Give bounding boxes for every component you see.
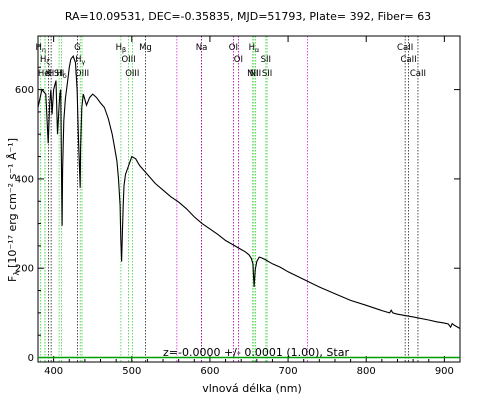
line-label-15: OI xyxy=(229,43,238,53)
line-label-16: OI xyxy=(234,55,243,65)
line-label-text-14: Na xyxy=(196,43,208,53)
line-label-text-0: H xyxy=(35,43,41,53)
line-label-sub-10: β xyxy=(122,46,126,54)
y-tick-label-2: 400 xyxy=(15,174,34,185)
y-label-units: [10⁻¹⁷ erg cm⁻² s⁻¹ Å⁻¹] xyxy=(6,138,19,268)
series-layer xyxy=(37,54,461,359)
line-label-text-9: OIII xyxy=(75,69,89,79)
line-label-sub-0: η xyxy=(42,46,46,54)
line-label-text-16: OI xyxy=(234,55,243,65)
line-markers xyxy=(40,36,419,362)
y-label-lambda: λ xyxy=(12,271,21,276)
line-label-text-22: CaII xyxy=(397,43,413,53)
line-label-23: CaII xyxy=(400,55,416,65)
x-tick-label-3: 700 xyxy=(279,366,298,377)
y-tick-label-0: 0 xyxy=(28,353,34,364)
svg-text:Fλ[10⁻¹⁷ erg cm⁻² s⁻¹ Å⁻¹]: Fλ [10⁻¹⁷ erg cm⁻² s⁻¹ Å⁻¹] xyxy=(6,138,21,282)
line-label-17: NII xyxy=(247,69,258,79)
line-label-text-18: H xyxy=(249,43,255,53)
line-label-sub-8: γ xyxy=(81,58,85,66)
line-label-text-19: NII xyxy=(250,69,261,79)
x-axis-label: vlnová délka (nm) xyxy=(202,382,302,395)
line-label-7: G xyxy=(74,43,81,53)
line-label-6: Hδ xyxy=(56,69,66,80)
line-label-10: Hβ xyxy=(116,43,127,54)
line-label-text-12: OIII xyxy=(125,69,139,79)
line-label-24: CaII xyxy=(410,69,426,79)
line-label-1: Hζ xyxy=(40,55,50,66)
line-label-3: H xyxy=(48,69,54,79)
line-label-22: CaII xyxy=(397,43,413,53)
x-tick-label-4: 800 xyxy=(357,366,376,377)
series-line-0 xyxy=(37,54,461,329)
x-tick-label-0: 400 xyxy=(44,366,63,377)
line-label-18: Hα xyxy=(249,43,260,54)
chart-title: RA=10.09531, DEC=-0.35835, MJD=51793, Pl… xyxy=(65,10,431,23)
line-label-20: SII xyxy=(261,55,271,65)
line-label-0: Hη xyxy=(35,43,46,54)
line-label-13: Mg xyxy=(139,43,152,53)
line-label-text-2: K xyxy=(46,69,52,79)
line-label-text-8: H xyxy=(75,55,81,65)
y-label-flux: F xyxy=(6,276,19,282)
redshift-annotation: z=-0.0000 +/- 0.0001 (1.00), Star xyxy=(163,346,349,359)
line-label-text-11: OIII xyxy=(121,55,135,65)
line-label-21: SII xyxy=(262,69,272,79)
line-label-text-24: CaII xyxy=(410,69,426,79)
y-tick-label-1: 200 xyxy=(15,264,34,275)
line-label-text-5: SII xyxy=(54,69,64,79)
line-label-sub-18: α xyxy=(255,46,259,54)
line-label-14: Na xyxy=(196,43,208,53)
line-label-text-3: H xyxy=(48,69,54,79)
line-label-text-17: NII xyxy=(247,69,258,79)
line-label-9: OIII xyxy=(75,69,89,79)
y-axis-label: Fλ [10⁻¹⁷ erg cm⁻² s⁻¹ Å⁻¹] xyxy=(6,138,21,282)
line-label-text-1: H xyxy=(40,55,46,65)
line-label-text-6: H xyxy=(56,69,62,79)
line-label-11: OIII xyxy=(121,55,135,65)
line-label-2: K xyxy=(46,69,52,79)
plot-frame xyxy=(37,35,461,363)
line-label-text-15: OI xyxy=(229,43,238,53)
line-label-text-23: CaII xyxy=(400,55,416,65)
x-tick-label-1: 500 xyxy=(122,366,141,377)
line-label-text-21: SII xyxy=(262,69,272,79)
line-label-sub-1: ζ xyxy=(46,58,50,66)
line-label-5: SII xyxy=(54,69,64,79)
line-label-text-7: G xyxy=(74,43,81,53)
line-label-sub-6: δ xyxy=(63,72,67,80)
line-label-text-10: H xyxy=(116,43,122,53)
line-label-19: NII xyxy=(250,69,261,79)
line-label-12: OIII xyxy=(125,69,139,79)
line-label-text-13: Mg xyxy=(139,43,152,53)
line-label-text-4: HeI xyxy=(38,69,52,79)
axes: 400 500 600 700 800 900 0 200 400 600 xyxy=(15,35,461,377)
line-label-8: Hγ xyxy=(75,55,85,66)
x-tick-label-5: 900 xyxy=(435,366,454,377)
line-label-text-20: SII xyxy=(261,55,271,65)
y-tick-label-3: 600 xyxy=(15,85,34,96)
x-tick-label-2: 600 xyxy=(200,366,219,377)
line-label-4: HeI xyxy=(38,69,52,79)
